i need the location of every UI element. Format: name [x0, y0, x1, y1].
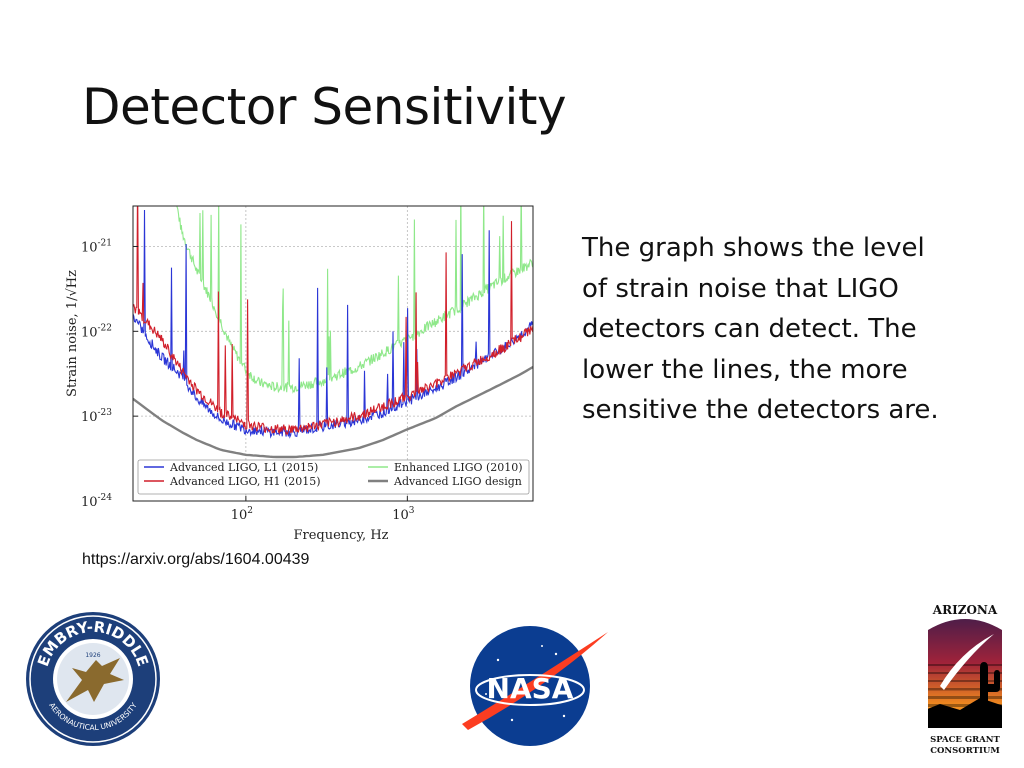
legend-box [137, 459, 530, 495]
source-link[interactable]: https://arxiv.org/abs/1604.00439 [82, 551, 310, 568]
nasa-vector-icon [462, 632, 608, 730]
y-axis-label: Strain noise, 1/√Hz [65, 270, 80, 397]
cactus-icon [980, 662, 1000, 710]
azsg-bottom-text-1: SPACE GRANT [930, 735, 1000, 745]
body-text: The graph shows the level of strain nois… [582, 233, 939, 425]
nasa-logo: NASA [458, 624, 614, 748]
slide-title: Detector Sensitivity [82, 78, 567, 136]
legend-label: Advanced LIGO design [393, 475, 522, 488]
y-tick-exponent: -23 [98, 408, 113, 418]
x-tick-label: 102 [231, 506, 253, 523]
series-group [133, 206, 533, 459]
azsg-top-text: ARIZONA [932, 603, 998, 617]
series-line [133, 365, 533, 459]
strain-noise-chart: 10-21 10-22 10-23 10-24 102 103 Frequency, Hz S… [58, 198, 546, 543]
plot-frame [132, 205, 534, 502]
series-line [133, 206, 533, 436]
chart-svg: 10-21 10-22 10-23 10-24 102 103 Frequency, Hz S… [65, 205, 534, 543]
y-tick-exponent: -24 [98, 493, 113, 503]
comet-icon [940, 634, 994, 690]
erau-year: 1926 [85, 652, 100, 659]
y-tick-label: 10-21 [81, 238, 112, 255]
azsg-bottom-text-2: CONSORTIUM [930, 746, 1000, 756]
x-tick-exponent: 3 [409, 506, 415, 516]
y-tick-label: 10-23 [81, 408, 112, 425]
x-tick-label: 103 [392, 506, 415, 523]
x-axis-label: Frequency, Hz [293, 528, 388, 543]
embry-riddle-logo: EMBRY-RIDDLE AERONAUTICAL UNIVERSITY 192… [24, 610, 162, 748]
nasa-wordmark: NASA [487, 672, 574, 705]
legend-label: Advanced LIGO, H1 (2015) [169, 475, 321, 488]
legend-label: Enhanced LIGO (2010) [394, 461, 523, 474]
legend-label: Advanced LIGO, L1 (2015) [169, 461, 318, 474]
eagle-icon [66, 658, 124, 702]
y-tick-label: 10-24 [81, 493, 112, 510]
x-tick-exponent: 2 [247, 506, 253, 516]
y-tick-label: 10-22 [81, 323, 112, 340]
chart-grid [133, 206, 533, 502]
arizona-space-grant-logo: ARIZONA SPACE GRANT CONSORTIUM [920, 600, 1010, 760]
series-line [133, 209, 533, 439]
y-tick-exponent: -22 [98, 323, 113, 333]
y-tick-exponent: -21 [98, 238, 113, 248]
